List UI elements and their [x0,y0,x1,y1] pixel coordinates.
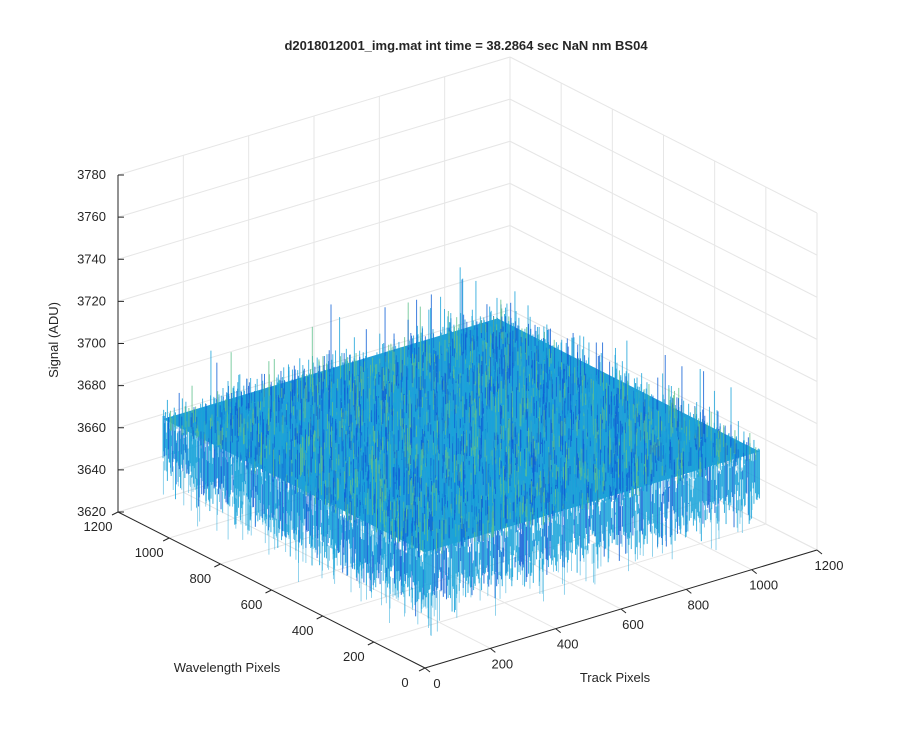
x-tick [555,628,561,634]
y-tick-label: 1000 [135,545,164,560]
x-tick [816,549,823,555]
z-tick-label: 3720 [77,293,106,308]
wall-grid-line [117,225,511,344]
wall-grid-line [117,140,511,260]
wall-grid-line [509,140,818,298]
x-tick-label: 400 [557,637,579,652]
wall-grid-line [509,225,818,382]
z-axis-label: Signal (ADU) [46,302,61,378]
x-axis-label: Track Pixels [580,670,651,685]
x-tick-label: 800 [687,597,709,612]
y-tick-label: 800 [189,571,211,586]
z-tick-label: 3680 [77,378,106,393]
floor-grid-line [373,523,766,643]
z-tick-label: 3760 [77,209,106,224]
y-axis-label: Wavelength Pixels [174,660,281,675]
surface-noise [162,267,757,636]
x-tick-label: 1000 [749,578,778,593]
y-tick-label: 200 [343,649,365,664]
wall-grid-line [117,267,511,387]
wall-grid-line [117,98,511,218]
x-tick-label: 600 [622,617,644,632]
z-tick-label: 3660 [77,420,106,435]
z-tick-label: 3740 [77,251,106,266]
y-tick [162,537,170,542]
x-tick-label: 0 [433,676,440,691]
z-tick-label: 3780 [77,167,106,182]
wall-grid-line [509,182,818,340]
y-tick [367,641,375,646]
axis-layer [111,174,823,673]
y-tick [214,563,221,568]
wall-grid-line [509,309,818,467]
y-tick [111,511,119,516]
y-tick [418,667,426,672]
x-tick [620,608,627,614]
x-tick-label: 1200 [815,558,844,573]
x-tick-label: 200 [491,656,513,671]
z-tick-label: 3640 [77,462,106,477]
wall-grid-line [509,267,818,425]
label-layer: 0 200 400 600 800 1000 1200 0 200 400 600 800 1000 12… [77,167,843,691]
surface-layer [162,267,761,636]
z-tick-label: 3620 [77,504,106,519]
wall-grid-line [117,56,511,176]
y-tick-label: 600 [241,597,263,612]
wall-grid-line [117,182,511,302]
x-tick [751,569,757,575]
y-tick [265,589,272,594]
wall-grid-line [509,56,818,214]
y-tick-label: 400 [292,623,314,638]
x-tick [686,588,692,594]
y-tick-label: 0 [401,675,408,690]
z-tick-label: 3700 [77,336,106,351]
y-tick [316,615,323,620]
chart-title: d2018012001_img.mat int time = 38.2864 s… [284,38,648,53]
y-tick-label: 1200 [84,519,113,534]
x-tick [490,647,496,653]
wall-grid-line [509,98,818,256]
x-tick [424,667,431,673]
